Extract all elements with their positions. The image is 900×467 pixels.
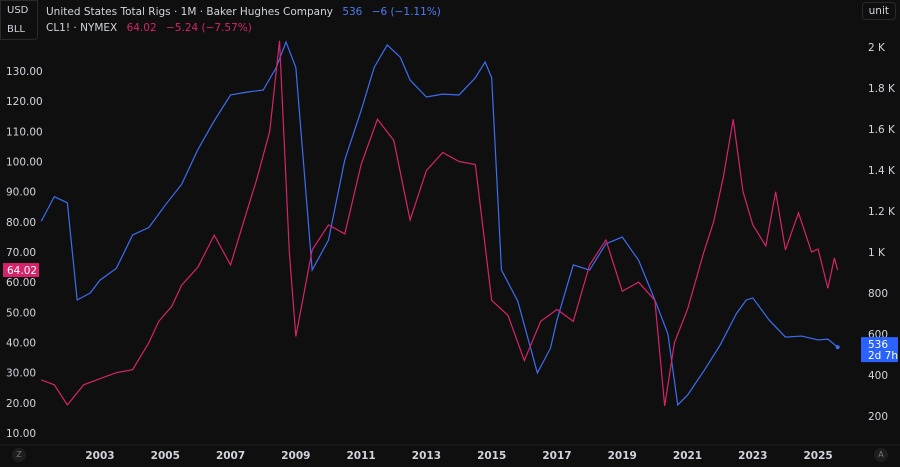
left-axis-tick: 70.00	[6, 247, 36, 259]
left-axis-tick: 80.00	[6, 217, 36, 229]
x-axis-tick: 2011	[347, 450, 376, 462]
rigs-title: United States Total Rigs · 1M · Baker Hu…	[46, 6, 333, 18]
left-axis-tick: 10.00	[6, 428, 36, 440]
oil-title: CL1! · NYMEX	[46, 22, 118, 34]
series-line-rigs	[40, 40, 839, 407]
x-axis-tick: 2005	[151, 450, 180, 462]
x-axis-tick: 2021	[673, 450, 702, 462]
rigs-last-label: 536	[868, 339, 888, 351]
right-axis-tick: 200	[868, 411, 888, 423]
unit-button[interactable]: unit	[861, 2, 896, 20]
left-axis-tick: 50.00	[6, 307, 36, 319]
legend-oil[interactable]: CL1! · NYMEX 64.02 −5.24 (−7.57%)	[46, 20, 441, 36]
rigs-change: −6 (−1.11%)	[371, 6, 441, 18]
left-scale-selector[interactable]: USD BLL	[0, 0, 38, 40]
x-axis-tick: 2023	[738, 450, 767, 462]
oil-last-label-bg	[3, 263, 39, 278]
left-axis-tick: 120.00	[6, 96, 43, 108]
right-axis-tick: 1.2 K	[868, 206, 896, 218]
x-axis-tick: 2007	[216, 450, 245, 462]
right-axis-tick: 1.4 K	[868, 165, 896, 177]
left-axis-tick: 20.00	[6, 398, 36, 410]
x-axis-tick: 2015	[477, 450, 506, 462]
currency-label[interactable]: USD	[7, 5, 29, 16]
zoom-button[interactable]: Z	[12, 448, 26, 462]
left-axis-tick: 30.00	[6, 368, 36, 380]
rigs-last-label-bg	[861, 337, 898, 363]
x-axis-tick: 2013	[412, 450, 441, 462]
unit-label[interactable]: BLL	[7, 24, 26, 35]
oil-last-label: 64.02	[7, 265, 37, 277]
rigs-last-point	[835, 345, 840, 350]
right-axis-tick: 1 K	[868, 247, 886, 259]
right-axis-tick: 1.6 K	[868, 124, 896, 136]
left-axis-tick: 130.00	[6, 66, 43, 78]
left-axis-tick: 40.00	[6, 338, 36, 350]
left-axis-tick: 90.00	[6, 187, 36, 199]
x-axis-tick: 2017	[542, 450, 571, 462]
oil-value: 64.02	[126, 22, 157, 34]
left-axis-tick: 60.00	[6, 277, 36, 289]
auto-scale-button[interactable]: A	[874, 448, 888, 462]
left-axis-tick: 110.00	[6, 126, 43, 138]
right-axis-tick: 800	[868, 288, 888, 300]
right-axis-tick: 1.8 K	[868, 83, 896, 95]
right-axis-tick: 400	[868, 370, 888, 382]
legend: United States Total Rigs · 1M · Baker Hu…	[46, 4, 441, 36]
oil-change: −5.24 (−7.57%)	[166, 22, 252, 34]
rigs-value: 536	[342, 6, 363, 18]
x-axis-tick: 2025	[803, 450, 832, 462]
x-axis-tick: 2003	[85, 450, 114, 462]
right-axis-tick: 2 K	[868, 42, 886, 54]
x-axis-tick: 2009	[281, 450, 310, 462]
legend-rigs[interactable]: United States Total Rigs · 1M · Baker Hu…	[46, 4, 441, 20]
rigs-countdown-label: 2d 7h	[868, 350, 898, 362]
x-axis-tick: 2019	[608, 450, 637, 462]
series-line-oil	[41, 40, 839, 407]
left-axis-tick: 100.00	[6, 157, 43, 169]
